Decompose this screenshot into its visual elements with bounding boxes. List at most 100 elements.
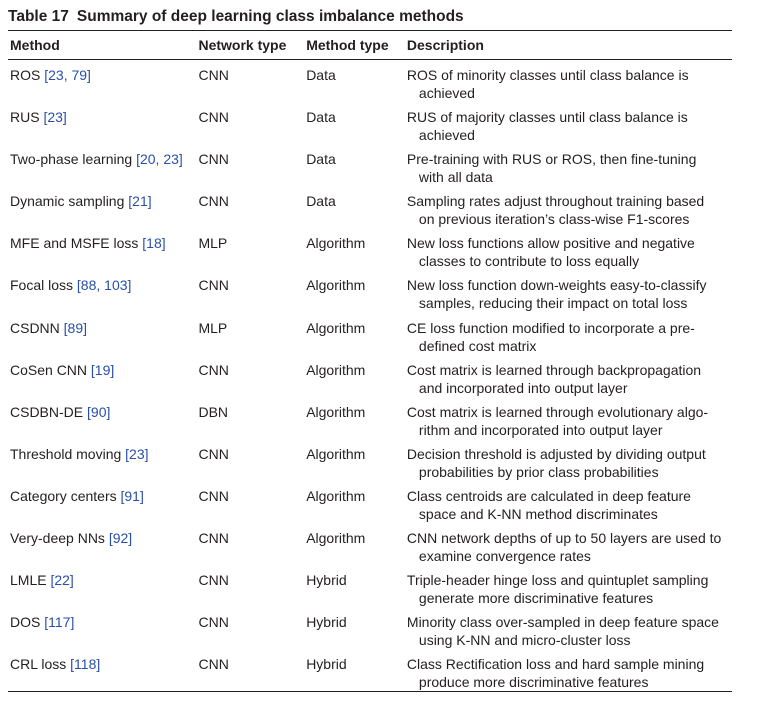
description-line-2: rithm and incorporated into output layer bbox=[418, 421, 663, 438]
description-cell: CNN network depths of up to 50 layers ar… bbox=[407, 529, 732, 565]
citation-link[interactable]: [90] bbox=[87, 403, 111, 420]
table-row: Focal loss [88, 103] CNN Algorithm New loss… bbox=[8, 270, 732, 312]
method-name: ROS bbox=[10, 67, 41, 83]
citation-link[interactable]: [20, 23] bbox=[136, 151, 183, 168]
citation-link[interactable]: [22] bbox=[50, 572, 74, 589]
citation-link[interactable]: [92] bbox=[108, 530, 133, 547]
header-rule bbox=[8, 59, 732, 60]
description-line-1: New loss function down-weights easy-to-c… bbox=[406, 277, 707, 294]
description-line-2: achieved bbox=[418, 85, 475, 101]
method-type-cell: Data bbox=[306, 109, 336, 126]
method-name: CRL loss bbox=[10, 656, 67, 673]
method-cell: MFE and MSFE loss [18] bbox=[8, 234, 198, 270]
citation-link[interactable]: [23, 79] bbox=[44, 67, 91, 83]
method-type-cell: Algorithm bbox=[306, 319, 366, 336]
method-type-cell: Algorithm bbox=[306, 235, 366, 252]
description-cell: Minority class over-sampled in deep feat… bbox=[407, 613, 732, 649]
description-line-2: using K-NN and micro-cluster loss bbox=[418, 632, 631, 649]
method-cell: CSDBN-DE [90] bbox=[8, 403, 198, 439]
table-row: RUS [23] CNN Data RUS of majority classes u… bbox=[8, 102, 732, 144]
table-row: CRL loss [118] CNN Hybrid Class Rectificati… bbox=[8, 649, 732, 691]
bottom-rule bbox=[8, 691, 732, 693]
description-cell: Cost matrix is learned through evolution… bbox=[407, 403, 732, 439]
method-name: Dynamic sampling bbox=[10, 193, 125, 210]
network-type-cell: CNN bbox=[198, 656, 229, 673]
method-cell: RUS [23] bbox=[8, 108, 198, 144]
description-line-1: ROS of minority classes until class bala… bbox=[406, 67, 689, 83]
method-type-cell: Hybrid bbox=[306, 614, 347, 631]
description-line-2: classes to contribute to loss equally bbox=[418, 253, 640, 270]
description-cell: Cost matrix is learned through backpropa… bbox=[407, 361, 732, 397]
description-cell: New loss function down-weights easy-to-c… bbox=[407, 276, 732, 312]
citation-link[interactable]: [89] bbox=[63, 319, 88, 336]
citation-link[interactable]: [23] bbox=[43, 109, 67, 126]
header-method: Method bbox=[10, 37, 60, 53]
description-line-2: space and K-NN method discriminates bbox=[418, 505, 658, 522]
table-row: MFE and MSFE loss [18] MLP Algorithm New lo… bbox=[8, 228, 732, 270]
method-cell: CSDNN [89] bbox=[8, 319, 198, 355]
network-type-cell: CNN bbox=[198, 487, 229, 504]
description-line-1: Cost matrix is learned through backpropa… bbox=[406, 361, 702, 378]
description-line-2: generate more discriminative features bbox=[418, 590, 654, 607]
method-cell: Focal loss [88, 103] bbox=[8, 276, 198, 312]
citation-link[interactable]: [88, 103] bbox=[76, 277, 132, 294]
description-cell: Class centroids are calculated in deep f… bbox=[407, 487, 732, 523]
citation-link[interactable]: [19] bbox=[90, 361, 115, 378]
description-line-1: Decision threshold is adjusted by dividi… bbox=[406, 445, 706, 462]
table-row: ROS [23, 79] CNN Data ROS of minority class… bbox=[8, 60, 732, 102]
method-name: CSDBN-DE bbox=[10, 403, 84, 420]
table-row: LMLE [22] CNN Hybrid Triple-header hinge lo… bbox=[8, 565, 732, 607]
description-line-2: achieved bbox=[418, 127, 475, 144]
citation-link[interactable]: [117] bbox=[44, 614, 75, 631]
description-line-1: Class Rectification loss and hard sample… bbox=[406, 656, 705, 673]
method-type-cell: Algorithm bbox=[306, 530, 366, 547]
table-row: Very-deep NNs [92] CNN Algorithm CNN networ… bbox=[8, 523, 732, 565]
description-cell: CE loss function modified to incorporate… bbox=[407, 319, 732, 355]
table-row: Two-phase learning [20, 23] CNN Data Pre-tr… bbox=[8, 144, 732, 186]
method-name: DOS bbox=[10, 614, 41, 631]
description-line-1: CE loss function modified to incorporate… bbox=[406, 319, 695, 336]
description-line-2: with all data bbox=[418, 169, 493, 186]
method-type-cell: Algorithm bbox=[306, 403, 366, 420]
description-line-2: samples, reducing their impact on total … bbox=[418, 295, 688, 312]
description-cell: Class Rectification loss and hard sample… bbox=[407, 655, 732, 691]
network-type-cell: MLP bbox=[198, 235, 228, 252]
citation-link[interactable]: [118] bbox=[70, 656, 101, 673]
method-name: Focal loss bbox=[10, 277, 74, 294]
description-cell: ROS of minority classes until class bala… bbox=[407, 66, 732, 102]
network-type-cell: CNN bbox=[198, 109, 229, 126]
method-name: CSDNN bbox=[10, 319, 60, 336]
table-title: Summary of deep learning class imbalance… bbox=[76, 8, 464, 25]
description-line-1: RUS of majority classes until class bala… bbox=[406, 109, 688, 126]
table-row: Category centers [91] CNN Algorithm Class c… bbox=[8, 481, 732, 523]
table-caption: Table 17 Summary of deep learning class i… bbox=[8, 4, 732, 30]
header-description: Description bbox=[406, 37, 484, 53]
description-line-2: and incorporated into output layer bbox=[418, 379, 628, 396]
description-cell: RUS of majority classes until class bala… bbox=[407, 108, 732, 144]
citation-link[interactable]: [21] bbox=[128, 193, 152, 210]
method-type-cell: Algorithm bbox=[306, 445, 366, 462]
description-line-1: Minority class over-sampled in deep feat… bbox=[406, 614, 719, 631]
network-type-cell: CNN bbox=[198, 614, 229, 631]
table-row: CSDBN-DE [90] DBN Algorithm Cost matrix is … bbox=[8, 397, 732, 439]
table-row: CoSen CNN [19] CNN Algorithm Cost matrix is… bbox=[8, 355, 732, 397]
table-row: DOS [117] CNN Hybrid Minority class over-sa… bbox=[8, 607, 732, 649]
header-network-type: Network type bbox=[198, 37, 287, 53]
method-cell: Category centers [91] bbox=[8, 487, 198, 523]
citation-link[interactable]: [18] bbox=[142, 235, 166, 252]
network-type-cell: DBN bbox=[198, 403, 229, 420]
method-name: Very-deep NNs bbox=[10, 530, 105, 547]
table-row: Dynamic sampling [21] CNN Data Sampling rat… bbox=[8, 186, 732, 228]
table-container: Table 17 Summary of deep learning class i… bbox=[8, 4, 732, 693]
citation-link[interactable]: [23] bbox=[125, 445, 149, 462]
description-line-1: Pre-training with RUS or ROS, then fine-… bbox=[406, 151, 697, 168]
network-type-cell: CNN bbox=[198, 530, 229, 547]
method-cell: Two-phase learning [20, 23] bbox=[8, 150, 198, 186]
table-row: Threshold moving [23] CNN Algorithm Decisio… bbox=[8, 439, 732, 481]
method-cell: Very-deep NNs [92] bbox=[8, 529, 198, 565]
description-cell: Pre-training with RUS or ROS, then fine-… bbox=[407, 150, 732, 186]
method-cell: CoSen CNN [19] bbox=[8, 361, 198, 397]
citation-link[interactable]: [91] bbox=[120, 487, 144, 504]
method-name: LMLE bbox=[10, 572, 47, 589]
method-name: MFE and MSFE loss bbox=[10, 235, 139, 252]
